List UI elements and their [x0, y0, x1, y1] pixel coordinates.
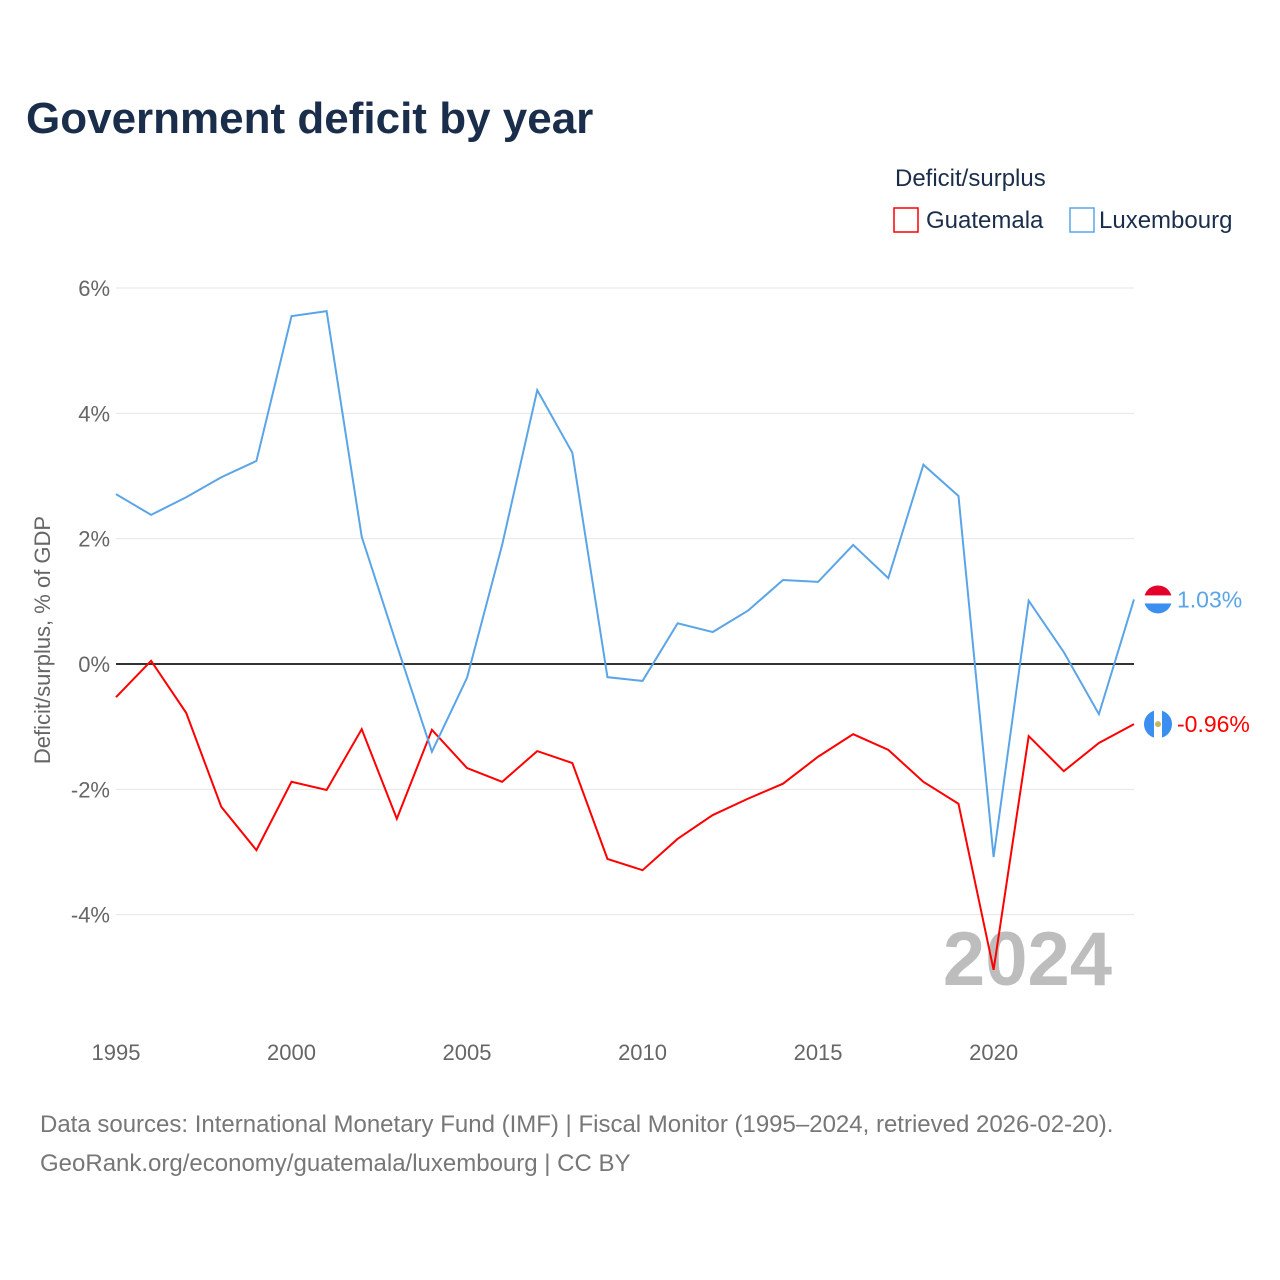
end-label-guatemala: -0.96%	[1177, 711, 1250, 737]
y-tick-label: 2%	[78, 527, 110, 552]
x-tick-label: 2005	[443, 1040, 492, 1065]
flag-icon-guatemala	[1144, 710, 1172, 739]
x-tick-label: 2015	[794, 1040, 843, 1065]
x-axis-ticks: 1995 2000 2005 2010 2015 2020	[92, 1040, 1019, 1065]
y-tick-label: 4%	[78, 401, 110, 426]
series-line-guatemala	[115, 659, 1135, 971]
x-tick-label: 2000	[267, 1040, 316, 1065]
y-tick-label: -4%	[71, 903, 110, 928]
footer-sources: Data sources: International Monetary Fun…	[40, 1111, 1113, 1138]
legend-title: Deficit/surplus	[895, 165, 1046, 192]
x-tick-label: 2020	[969, 1040, 1018, 1065]
y-tick-label: -2%	[71, 777, 110, 802]
y-axis-label: Deficit/surplus, % of GDP	[30, 516, 55, 764]
gridlines	[116, 287, 1134, 916]
x-tick-label: 2010	[618, 1040, 667, 1065]
legend-swatch-guatemala	[893, 207, 919, 233]
legend-item-luxembourg[interactable]: Luxembourg	[1069, 207, 1232, 234]
legend-label-luxembourg: Luxembourg	[1099, 207, 1232, 234]
series-lines	[115, 310, 1135, 971]
series-line-luxembourg	[115, 310, 1135, 858]
legend-item-guatemala[interactable]: Guatemala	[893, 207, 1044, 234]
y-axis-ticks: 6% 4% 2% 0% -2% -4%	[71, 276, 110, 928]
end-labels: -0.96% 1.03%	[1144, 585, 1250, 739]
chart-title: Government deficit by year	[26, 94, 593, 143]
y-tick-label: 0%	[78, 652, 110, 677]
x-tick-label: 1995	[92, 1040, 141, 1065]
year-watermark: 2024	[943, 917, 1112, 1002]
footer-link[interactable]: GeoRank.org/economy/guatemala/luxembourg…	[40, 1150, 631, 1177]
end-label-luxembourg: 1.03%	[1177, 586, 1242, 612]
legend-label-guatemala: Guatemala	[926, 207, 1044, 234]
flag-icon-luxembourg	[1144, 585, 1172, 614]
legend-swatch-luxembourg	[1069, 207, 1095, 233]
y-tick-label: 6%	[78, 276, 110, 301]
